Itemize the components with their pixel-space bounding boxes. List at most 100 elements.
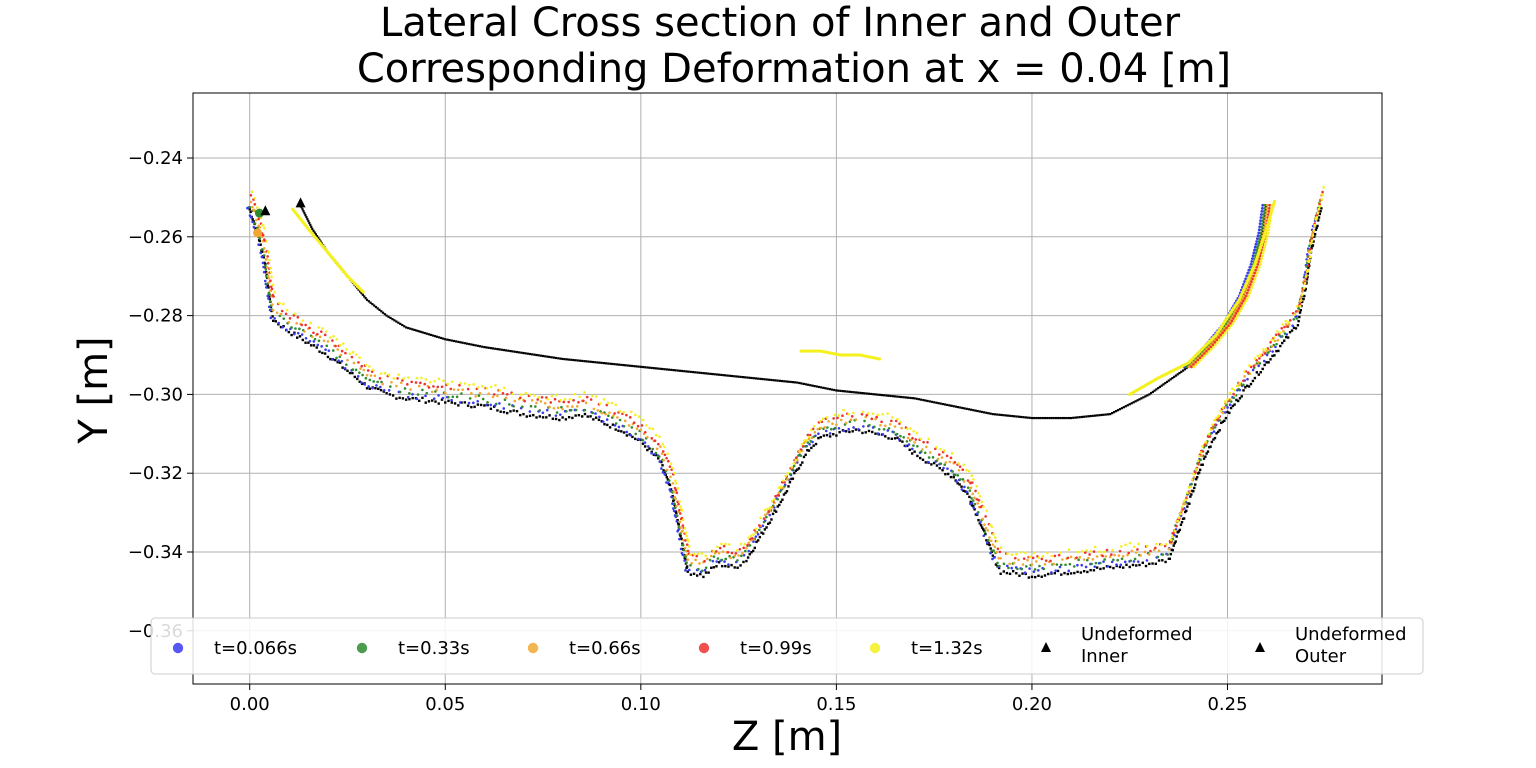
outer-point: [1212, 438, 1215, 441]
data-point: [675, 491, 679, 495]
data-point: [406, 395, 410, 399]
outer-point: [1027, 576, 1031, 579]
data-point: [773, 498, 776, 501]
outer-point: [822, 434, 826, 437]
data-point: [883, 424, 887, 428]
inner-point: [385, 314, 388, 317]
data-point: [700, 552, 704, 555]
data-point: [736, 559, 739, 562]
inner-deformed-point: [1257, 231, 1261, 235]
inner-point: [811, 384, 814, 387]
outer-point: [919, 456, 922, 460]
inner-point: [1104, 413, 1107, 416]
outer-point: [1298, 315, 1301, 319]
outer-point: [779, 500, 783, 504]
data-point: [816, 427, 820, 431]
inner-point: [830, 388, 834, 391]
data-point: [981, 517, 985, 521]
data-point: [1256, 354, 1260, 358]
data-point: [882, 428, 886, 431]
outer-point: [1261, 367, 1264, 371]
data-point: [833, 426, 837, 430]
data-point: [594, 412, 597, 415]
inner-point: [654, 367, 658, 370]
inner-point: [791, 381, 795, 384]
inner-point: [305, 216, 308, 219]
inner-point: [978, 410, 981, 413]
legend-label-line2: Outer: [1295, 646, 1347, 667]
data-point: [279, 312, 283, 316]
inner-deformed-point: [1192, 363, 1196, 367]
inner-point: [817, 385, 821, 389]
inner-point: [1069, 416, 1073, 420]
outer-point: [935, 464, 939, 467]
data-point: [998, 564, 1001, 568]
outer-point: [1060, 573, 1063, 576]
data-point: [966, 479, 970, 482]
outer-point: [519, 413, 522, 417]
data-point: [255, 206, 259, 209]
inner-point: [730, 374, 734, 378]
data-point: [1212, 430, 1216, 433]
inner-deformed-point: [1194, 361, 1198, 364]
data-point: [897, 438, 901, 441]
data-point: [1276, 330, 1279, 333]
outer-point: [982, 528, 985, 531]
data-point: [1308, 255, 1312, 259]
data-point: [300, 323, 304, 327]
data-point: [1233, 388, 1237, 392]
data-point: [496, 394, 499, 398]
inner-point: [1132, 401, 1135, 404]
outer-point: [1310, 247, 1313, 250]
data-point: [660, 467, 663, 470]
outer-point: [835, 434, 838, 437]
inner-point: [1164, 382, 1167, 385]
data-point: [727, 563, 730, 566]
data-point: [980, 500, 984, 504]
data-point: [948, 460, 952, 464]
outer-point: [991, 554, 995, 557]
data-point: [383, 371, 387, 375]
start-marker-triangle: [295, 197, 306, 208]
data-point: [594, 395, 598, 398]
x-axis-ticks: 0.00 0.05 0.10 0.15 0.20 0.25: [230, 684, 1248, 715]
inner-point: [828, 388, 831, 391]
inner-point: [746, 376, 749, 379]
outer-point: [944, 472, 947, 476]
inner-point: [893, 395, 897, 398]
data-point: [1116, 558, 1119, 562]
inner-deformed-point: [1268, 203, 1272, 207]
outer-point: [606, 423, 609, 427]
inner-point: [726, 374, 729, 377]
inner-point: [589, 360, 592, 363]
inner-point: [744, 376, 747, 379]
data-point: [740, 554, 743, 558]
inner-deformed-point: [1211, 341, 1215, 344]
data-point: [1119, 545, 1123, 548]
inner-point: [474, 344, 477, 347]
outer-point: [784, 491, 787, 495]
outer-point: [1194, 483, 1197, 486]
inner-point: [1074, 416, 1077, 419]
inner-point: [681, 369, 684, 373]
legend-label: t=0.066s: [214, 638, 297, 659]
data-point: [1075, 556, 1078, 559]
inner-point: [481, 345, 484, 348]
series-yellow-fragments: [291, 199, 1277, 397]
inner-point: [737, 375, 740, 378]
data-point: [690, 561, 693, 565]
data-point: [554, 414, 558, 417]
data-point: [951, 470, 954, 473]
data-point: [1310, 241, 1313, 245]
data-point: [852, 426, 855, 429]
inner-point: [863, 392, 866, 395]
inner-point: [389, 316, 392, 320]
start-marker: [254, 208, 264, 218]
data-point: [950, 452, 954, 455]
outer-point: [742, 560, 745, 564]
data-point: [251, 220, 254, 224]
outer-point: [924, 461, 927, 464]
data-point: [1040, 557, 1044, 561]
inner-point: [670, 368, 673, 371]
data-point: [504, 396, 508, 400]
